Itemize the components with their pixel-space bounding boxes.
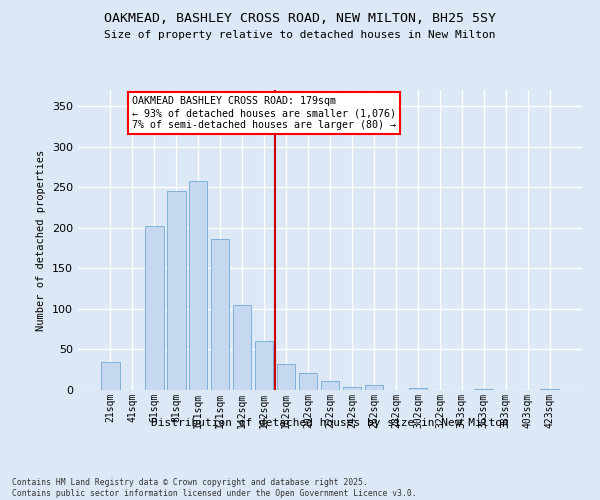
Bar xyxy=(233,305,251,390)
Bar xyxy=(365,385,383,390)
Bar xyxy=(475,389,493,390)
Text: Distribution of detached houses by size in New Milton: Distribution of detached houses by size … xyxy=(151,418,509,428)
Bar xyxy=(101,362,119,390)
Text: OAKMEAD BASHLEY CROSS ROAD: 179sqm
← 93% of detached houses are smaller (1,076)
: OAKMEAD BASHLEY CROSS ROAD: 179sqm ← 93%… xyxy=(132,96,396,130)
Bar xyxy=(145,226,164,390)
Text: Size of property relative to detached houses in New Milton: Size of property relative to detached ho… xyxy=(104,30,496,40)
Bar xyxy=(189,181,208,390)
Bar xyxy=(409,388,427,390)
Text: Contains HM Land Registry data © Crown copyright and database right 2025.
Contai: Contains HM Land Registry data © Crown c… xyxy=(12,478,416,498)
Y-axis label: Number of detached properties: Number of detached properties xyxy=(37,150,46,330)
Bar xyxy=(211,239,229,390)
Bar xyxy=(255,342,274,390)
Text: OAKMEAD, BASHLEY CROSS ROAD, NEW MILTON, BH25 5SY: OAKMEAD, BASHLEY CROSS ROAD, NEW MILTON,… xyxy=(104,12,496,26)
Bar xyxy=(343,387,361,390)
Bar xyxy=(320,381,340,390)
Bar xyxy=(541,389,559,390)
Bar xyxy=(277,364,295,390)
Bar xyxy=(299,373,317,390)
Bar xyxy=(167,190,185,390)
